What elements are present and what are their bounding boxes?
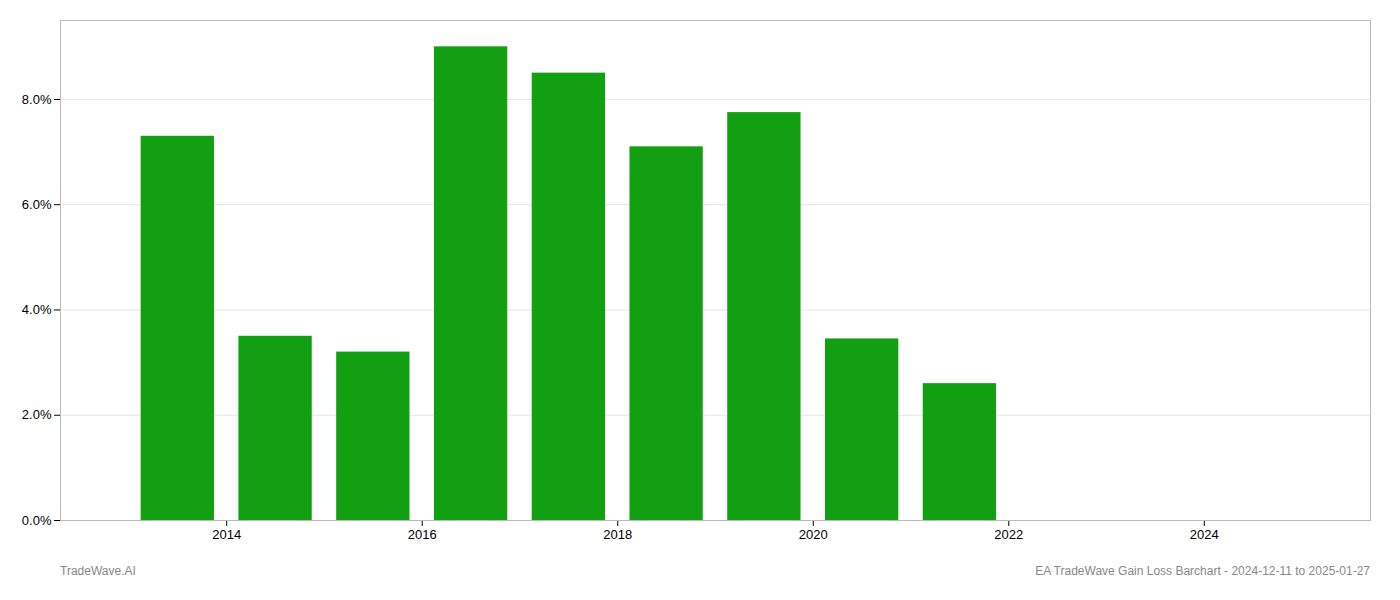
svg-text:0.0%: 0.0% — [22, 513, 52, 528]
html-text:EA TradeWave Gain Loss Barchar: EA TradeWave Gain Loss Barchart - 2024-1… — [1035, 564, 1370, 578]
svg-text:2014: 2014 — [212, 527, 241, 542]
svg-text:2016: 2016 — [408, 527, 437, 542]
svg-text:4.0%: 4.0% — [22, 302, 52, 317]
html-text:TradeWave.AI: TradeWave.AI — [60, 564, 136, 578]
svg-text:6.0%: 6.0% — [22, 197, 52, 212]
svg-text:8.0%: 8.0% — [22, 92, 52, 107]
svg-text:2018: 2018 — [603, 527, 632, 542]
svg-text:2022: 2022 — [994, 527, 1023, 542]
svg-text:2020: 2020 — [799, 527, 828, 542]
svg-text:2024: 2024 — [1190, 527, 1219, 542]
svg-text:2.0%: 2.0% — [22, 407, 52, 422]
